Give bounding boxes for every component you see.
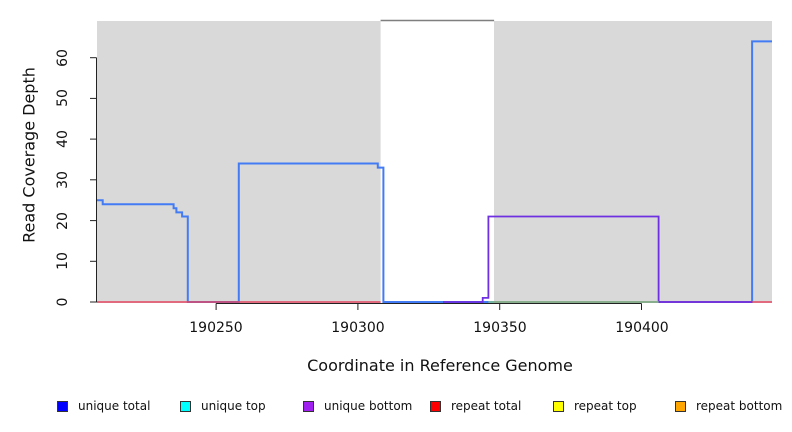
legend-item-label: unique total bbox=[78, 399, 151, 413]
y-tick-label: 40 bbox=[55, 130, 71, 148]
x-tick-label: 190400 bbox=[615, 320, 669, 336]
legend-color-swatch-icon bbox=[430, 400, 441, 412]
legend-color-swatch-icon bbox=[675, 400, 686, 412]
legend-item-label: repeat bottom bbox=[696, 399, 783, 413]
legend-item-label: repeat total bbox=[451, 399, 522, 413]
legend-color-swatch-icon bbox=[180, 400, 191, 412]
y-tick-label: 30 bbox=[55, 171, 71, 189]
x-tick-label: 190350 bbox=[473, 320, 527, 336]
y-tick-label: 50 bbox=[55, 89, 71, 107]
legend-item-label: unique top bbox=[201, 399, 266, 413]
legend-item-repeat-bottom: repeat bottom bbox=[675, 398, 782, 414]
y-tick-label: 20 bbox=[55, 212, 71, 230]
y-tick-label: 60 bbox=[55, 49, 71, 67]
x-tick-label: 190250 bbox=[189, 320, 243, 336]
y-tick-label: 10 bbox=[55, 252, 71, 270]
legend-item-unique-bottom: unique bottom bbox=[303, 398, 412, 414]
legend-item-unique-total: unique total bbox=[57, 398, 150, 414]
legend-item-label: repeat top bbox=[574, 399, 637, 413]
legend-item-label: unique bottom bbox=[324, 399, 413, 413]
y-tick-label: 0 bbox=[55, 297, 71, 307]
series-line-unique-total bbox=[97, 40, 772, 303]
x-axis-title: Coordinate in Reference Genome bbox=[307, 356, 573, 375]
legend-item-repeat-total: repeat total bbox=[430, 398, 521, 414]
legend-color-swatch-icon bbox=[303, 400, 314, 412]
x-tick-label: 190300 bbox=[331, 320, 385, 336]
legend-color-swatch-icon bbox=[57, 400, 68, 412]
y-axis-title: Read Coverage Depth bbox=[19, 67, 39, 243]
uncovered-region bbox=[380, 21, 494, 303]
legend-item-repeat-top: repeat top bbox=[553, 398, 637, 414]
legend-item-unique-top: unique top bbox=[180, 398, 266, 414]
series-line-unique-bottom bbox=[443, 215, 753, 303]
legend-color-swatch-icon bbox=[553, 400, 564, 412]
